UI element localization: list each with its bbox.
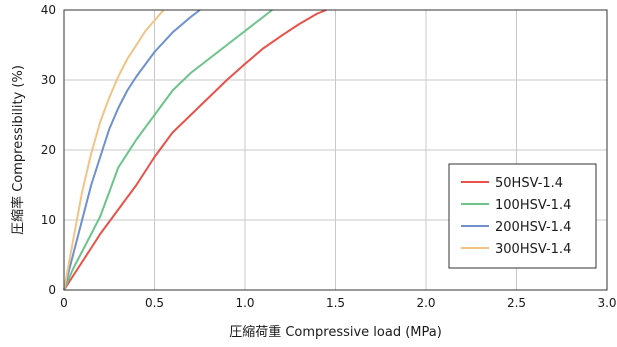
x-tick-labels: 0 0.5 1.0 1.5 2.0 2.5 3.0 <box>60 296 616 310</box>
series-line <box>63 9 327 291</box>
legend-label: 50HSV-1.4 <box>495 176 563 191</box>
legend-label: 100HSV-1.4 <box>495 198 571 213</box>
x-tick-label: 2.5 <box>507 296 526 310</box>
series-line <box>63 9 165 291</box>
x-tick-label: 1.5 <box>326 296 345 310</box>
x-tick-label: 0.5 <box>145 296 164 310</box>
x-axis-label: 圧縮荷重 Compressive load (MPa) <box>229 324 442 340</box>
x-tick-label: 1.0 <box>235 296 254 310</box>
series-line <box>63 9 201 291</box>
legend-label: 300HSV-1.4 <box>495 242 571 257</box>
y-tick-label: 10 <box>41 213 56 227</box>
legend-label: 200HSV-1.4 <box>495 220 571 235</box>
plot-frame <box>63 9 608 291</box>
x-tick-label: 2.0 <box>416 296 435 310</box>
y-tick-label: 20 <box>41 143 56 157</box>
y-tick-labels: 0 10 20 30 40 <box>41 3 56 297</box>
series-line <box>63 9 273 291</box>
y-tick-label: 0 <box>48 283 56 297</box>
y-tick-label: 30 <box>41 73 56 87</box>
y-tick-label: 40 <box>41 3 56 17</box>
x-tick-label: 3.0 <box>597 296 616 310</box>
x-tick-label: 0 <box>60 296 68 310</box>
grid <box>64 10 607 290</box>
y-axis-label: 圧縮率 Compressibility (%) <box>10 65 26 235</box>
series-layer <box>63 9 327 291</box>
legend: 50HSV-1.4 100HSV-1.4 200HSV-1.4 300HSV-1.4 <box>448 163 597 269</box>
